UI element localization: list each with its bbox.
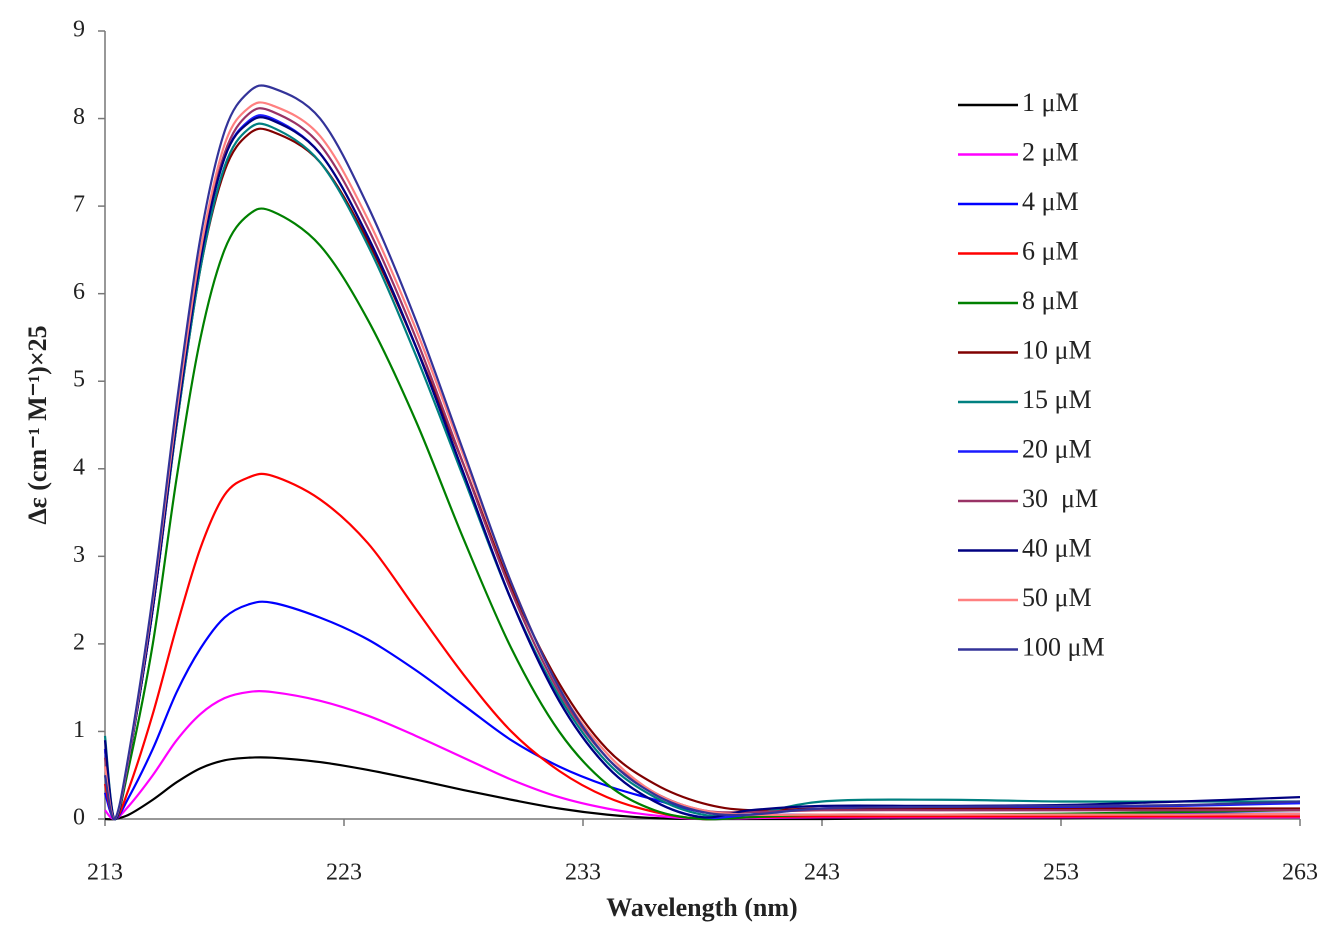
- legend-label: 6 μM: [1022, 236, 1079, 265]
- legend-label: 1 μM: [1022, 88, 1079, 117]
- legend-label: 2 μM: [1022, 137, 1079, 166]
- y-tick-label: 3: [73, 542, 85, 568]
- y-tick-label: 2: [73, 629, 85, 655]
- series-line: [103, 127, 1300, 821]
- y-tick-label: 5: [73, 367, 85, 393]
- y-tick-label: 9: [73, 17, 85, 43]
- y-tick-label: 6: [73, 279, 85, 305]
- y-tick-label: 0: [73, 805, 85, 831]
- y-axis-title: Δε (cm⁻¹ M⁻¹)×25: [23, 325, 52, 524]
- series-line: [103, 600, 1301, 821]
- x-tick-label: 263: [1282, 860, 1318, 886]
- legend-label: 50 μM: [1022, 583, 1092, 612]
- legend-label: 20 μM: [1022, 434, 1092, 463]
- series-line: [103, 107, 1300, 821]
- legend-label: 100 μM: [1022, 632, 1105, 661]
- legend-label: 8 μM: [1022, 286, 1079, 315]
- legend-label: 30 μM: [1022, 484, 1098, 513]
- y-tick-label: 7: [73, 192, 85, 218]
- legend-label: 4 μM: [1022, 187, 1079, 216]
- series-line: [104, 690, 1300, 821]
- x-tick-label: 223: [326, 860, 362, 886]
- x-tick-label: 253: [1043, 860, 1079, 886]
- x-tick-label: 243: [804, 860, 840, 886]
- y-tick-label: 4: [73, 454, 85, 480]
- y-tick-label: 8: [73, 104, 85, 130]
- legend-label: 40 μM: [1022, 533, 1092, 562]
- y-tick-label: 1: [73, 717, 85, 743]
- series-line: [103, 114, 1301, 821]
- series-line: [103, 122, 1300, 821]
- series-line: [103, 101, 1301, 821]
- x-tick-label: 233: [565, 860, 601, 886]
- x-tick-label: 213: [87, 860, 123, 886]
- series-line: [103, 207, 1301, 821]
- series-line: [103, 116, 1301, 821]
- series-line: [103, 472, 1300, 821]
- series-line: [103, 84, 1301, 821]
- x-axis-title: Wavelength (nm): [606, 893, 797, 922]
- legend-label: 15 μM: [1022, 385, 1092, 414]
- legend-label: 10 μM: [1022, 335, 1092, 364]
